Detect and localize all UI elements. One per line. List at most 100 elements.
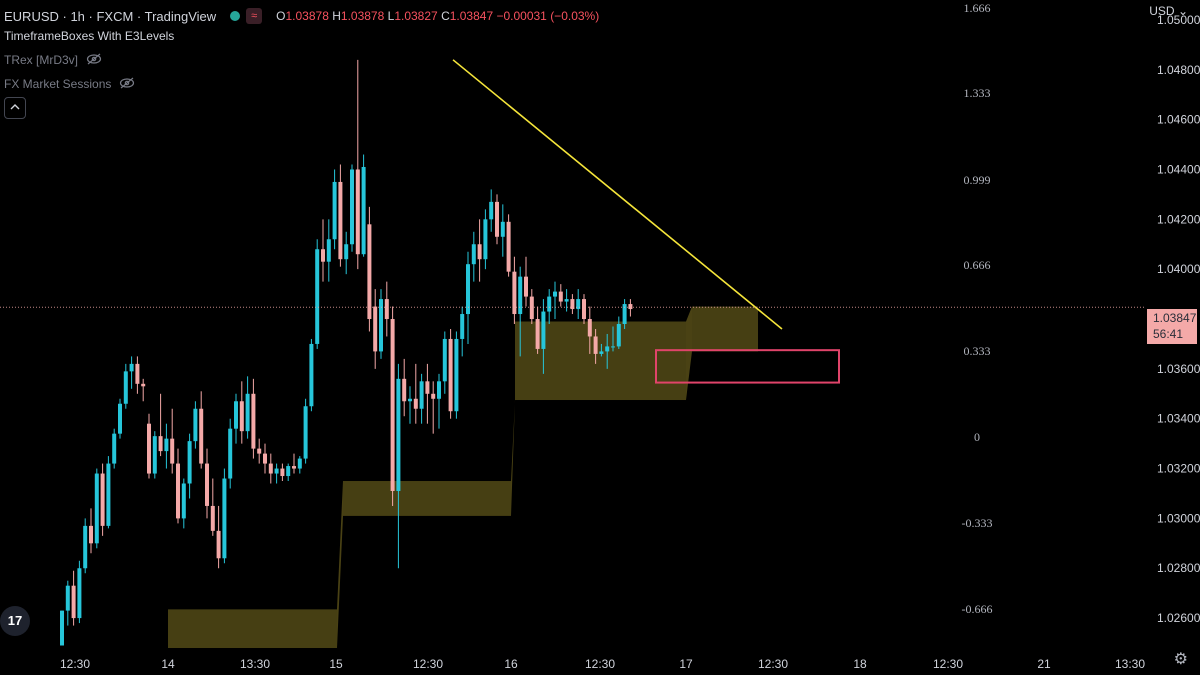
high-label: H	[332, 9, 341, 23]
candle-body	[338, 181, 343, 260]
candle-body	[257, 448, 262, 454]
chevron-down-icon: ⌄	[1174, 4, 1188, 18]
eye-off-icon[interactable]	[86, 53, 102, 68]
timeframe-boxes	[168, 306, 758, 648]
candle-body	[460, 314, 465, 339]
bar-countdown: 56:41	[1153, 327, 1184, 341]
fib-level-label: 0	[974, 430, 980, 444]
price-tick-label: 1.04800	[1157, 63, 1200, 77]
candle-body	[547, 296, 552, 312]
eye-off-icon[interactable]	[119, 77, 135, 92]
candle-body	[616, 324, 621, 347]
price-tick-label: 1.04600	[1157, 113, 1200, 127]
candle-body	[500, 221, 505, 237]
candle-body	[576, 299, 581, 310]
candle-body	[396, 378, 401, 491]
candle-body	[477, 244, 482, 260]
fib-level-label: 1.666	[964, 1, 991, 15]
candle-body	[71, 585, 76, 619]
highlight-rectangle	[655, 349, 840, 384]
currency-selector[interactable]: USD ⌄	[1149, 4, 1188, 18]
candle-body	[112, 433, 117, 464]
candle-body	[628, 304, 633, 310]
trendline	[452, 59, 783, 330]
indicator-row-3[interactable]: FX Market Sessions	[4, 74, 599, 94]
candle-body	[541, 311, 546, 349]
price-tick-label: 1.03000	[1157, 511, 1200, 525]
candle-body	[408, 398, 412, 402]
fib-level-labels: 1.666 1.333 0.999 0.666 0.333 0 -0.333 -0.666	[962, 1, 993, 616]
open-label: O	[276, 9, 286, 23]
candle-body	[292, 466, 296, 469]
candle-body	[425, 381, 430, 394]
candle-body	[344, 244, 349, 260]
candle-body	[437, 381, 441, 399]
candle-body	[587, 319, 592, 337]
ohlc-values: O1.03878 H1.03878 L1.03827 C1.03847 −0.0…	[276, 9, 599, 23]
chevron-up-icon[interactable]	[4, 97, 26, 119]
candle-body	[361, 166, 366, 255]
candle-body	[129, 363, 134, 372]
time-tick-label: 13:30	[1115, 657, 1145, 671]
market-status-dot-icon[interactable]	[230, 11, 241, 21]
candle-body	[216, 530, 221, 559]
candle-body	[280, 468, 285, 477]
candle-body	[100, 473, 105, 526]
price-axis: 1.05000 1.04800 1.04600 1.04400 1.04200 1.040…	[1157, 13, 1200, 625]
candle-body	[199, 408, 204, 464]
candle-body	[448, 338, 453, 412]
fib-level-label: 0.666	[964, 258, 991, 272]
timeframe-box-transition	[337, 481, 343, 648]
price-tick-label: 1.05000	[1157, 13, 1200, 27]
time-axis: 12:30 14 13:30 15 12:30 16 12:30 17 12:30 18 12:30…	[60, 657, 1145, 671]
fib-level-label: 0.999	[964, 173, 991, 187]
close-value: 1.03847	[449, 9, 494, 23]
time-tick-label: 12:30	[758, 657, 788, 671]
candle-body	[106, 463, 111, 526]
current-price-tag: 1.03847 56:41	[1147, 309, 1197, 344]
candle-body	[489, 201, 494, 220]
candle-body	[379, 299, 383, 352]
candle-body	[83, 525, 88, 569]
time-tick-label: 16	[504, 657, 518, 671]
low-value: 1.03827	[394, 9, 438, 23]
time-tick-label: 12:30	[60, 657, 90, 671]
indicator-name[interactable]: FX Market Sessions	[4, 77, 112, 91]
time-tick-label: 17	[679, 657, 693, 671]
change-value: −0.00031 (−0.03%)	[496, 9, 600, 23]
chart-overlays	[0, 59, 1145, 384]
indicator-name[interactable]: TRex [MrD3v]	[4, 53, 79, 67]
indicator-row-2[interactable]: TRex [MrD3v]	[4, 50, 599, 70]
candle-body	[506, 221, 511, 272]
candle-body	[402, 378, 407, 402]
candle-body	[222, 478, 227, 559]
candle-body	[147, 423, 151, 474]
candle-body	[181, 483, 186, 519]
indicator-name[interactable]: TimeframeBoxes With E3Levels	[4, 29, 175, 43]
candle-body	[570, 299, 575, 310]
indicator-row-1[interactable]: TimeframeBoxes With E3Levels	[4, 26, 599, 46]
price-tick-label: 1.04000	[1157, 262, 1200, 276]
candle-body	[593, 336, 598, 354]
time-tick-label: 12:30	[413, 657, 443, 671]
candle-body	[483, 219, 488, 260]
symbol-title[interactable]: EURUSD · 1h · FXCM · TradingView	[4, 8, 217, 24]
timeframe-box	[343, 481, 511, 516]
wave-icon[interactable]: ≈	[246, 8, 263, 24]
price-tick-label: 1.02800	[1157, 561, 1200, 575]
candle-body	[60, 610, 64, 646]
candle-body	[471, 244, 476, 265]
current-price-value: 1.03847	[1153, 311, 1197, 325]
candle-body	[622, 304, 627, 324]
tradingview-logo-icon[interactable]: 17	[0, 606, 30, 636]
price-tick-label: 1.03200	[1157, 462, 1200, 476]
time-tick-label: 21	[1037, 657, 1051, 671]
candle-body	[187, 441, 192, 484]
candle-body	[466, 264, 470, 315]
gear-icon[interactable]: ⚙	[1173, 651, 1188, 668]
candle-body	[152, 436, 157, 474]
candle-body	[268, 463, 273, 474]
price-tick-label: 1.03400	[1157, 412, 1200, 426]
candle-body	[210, 505, 215, 531]
